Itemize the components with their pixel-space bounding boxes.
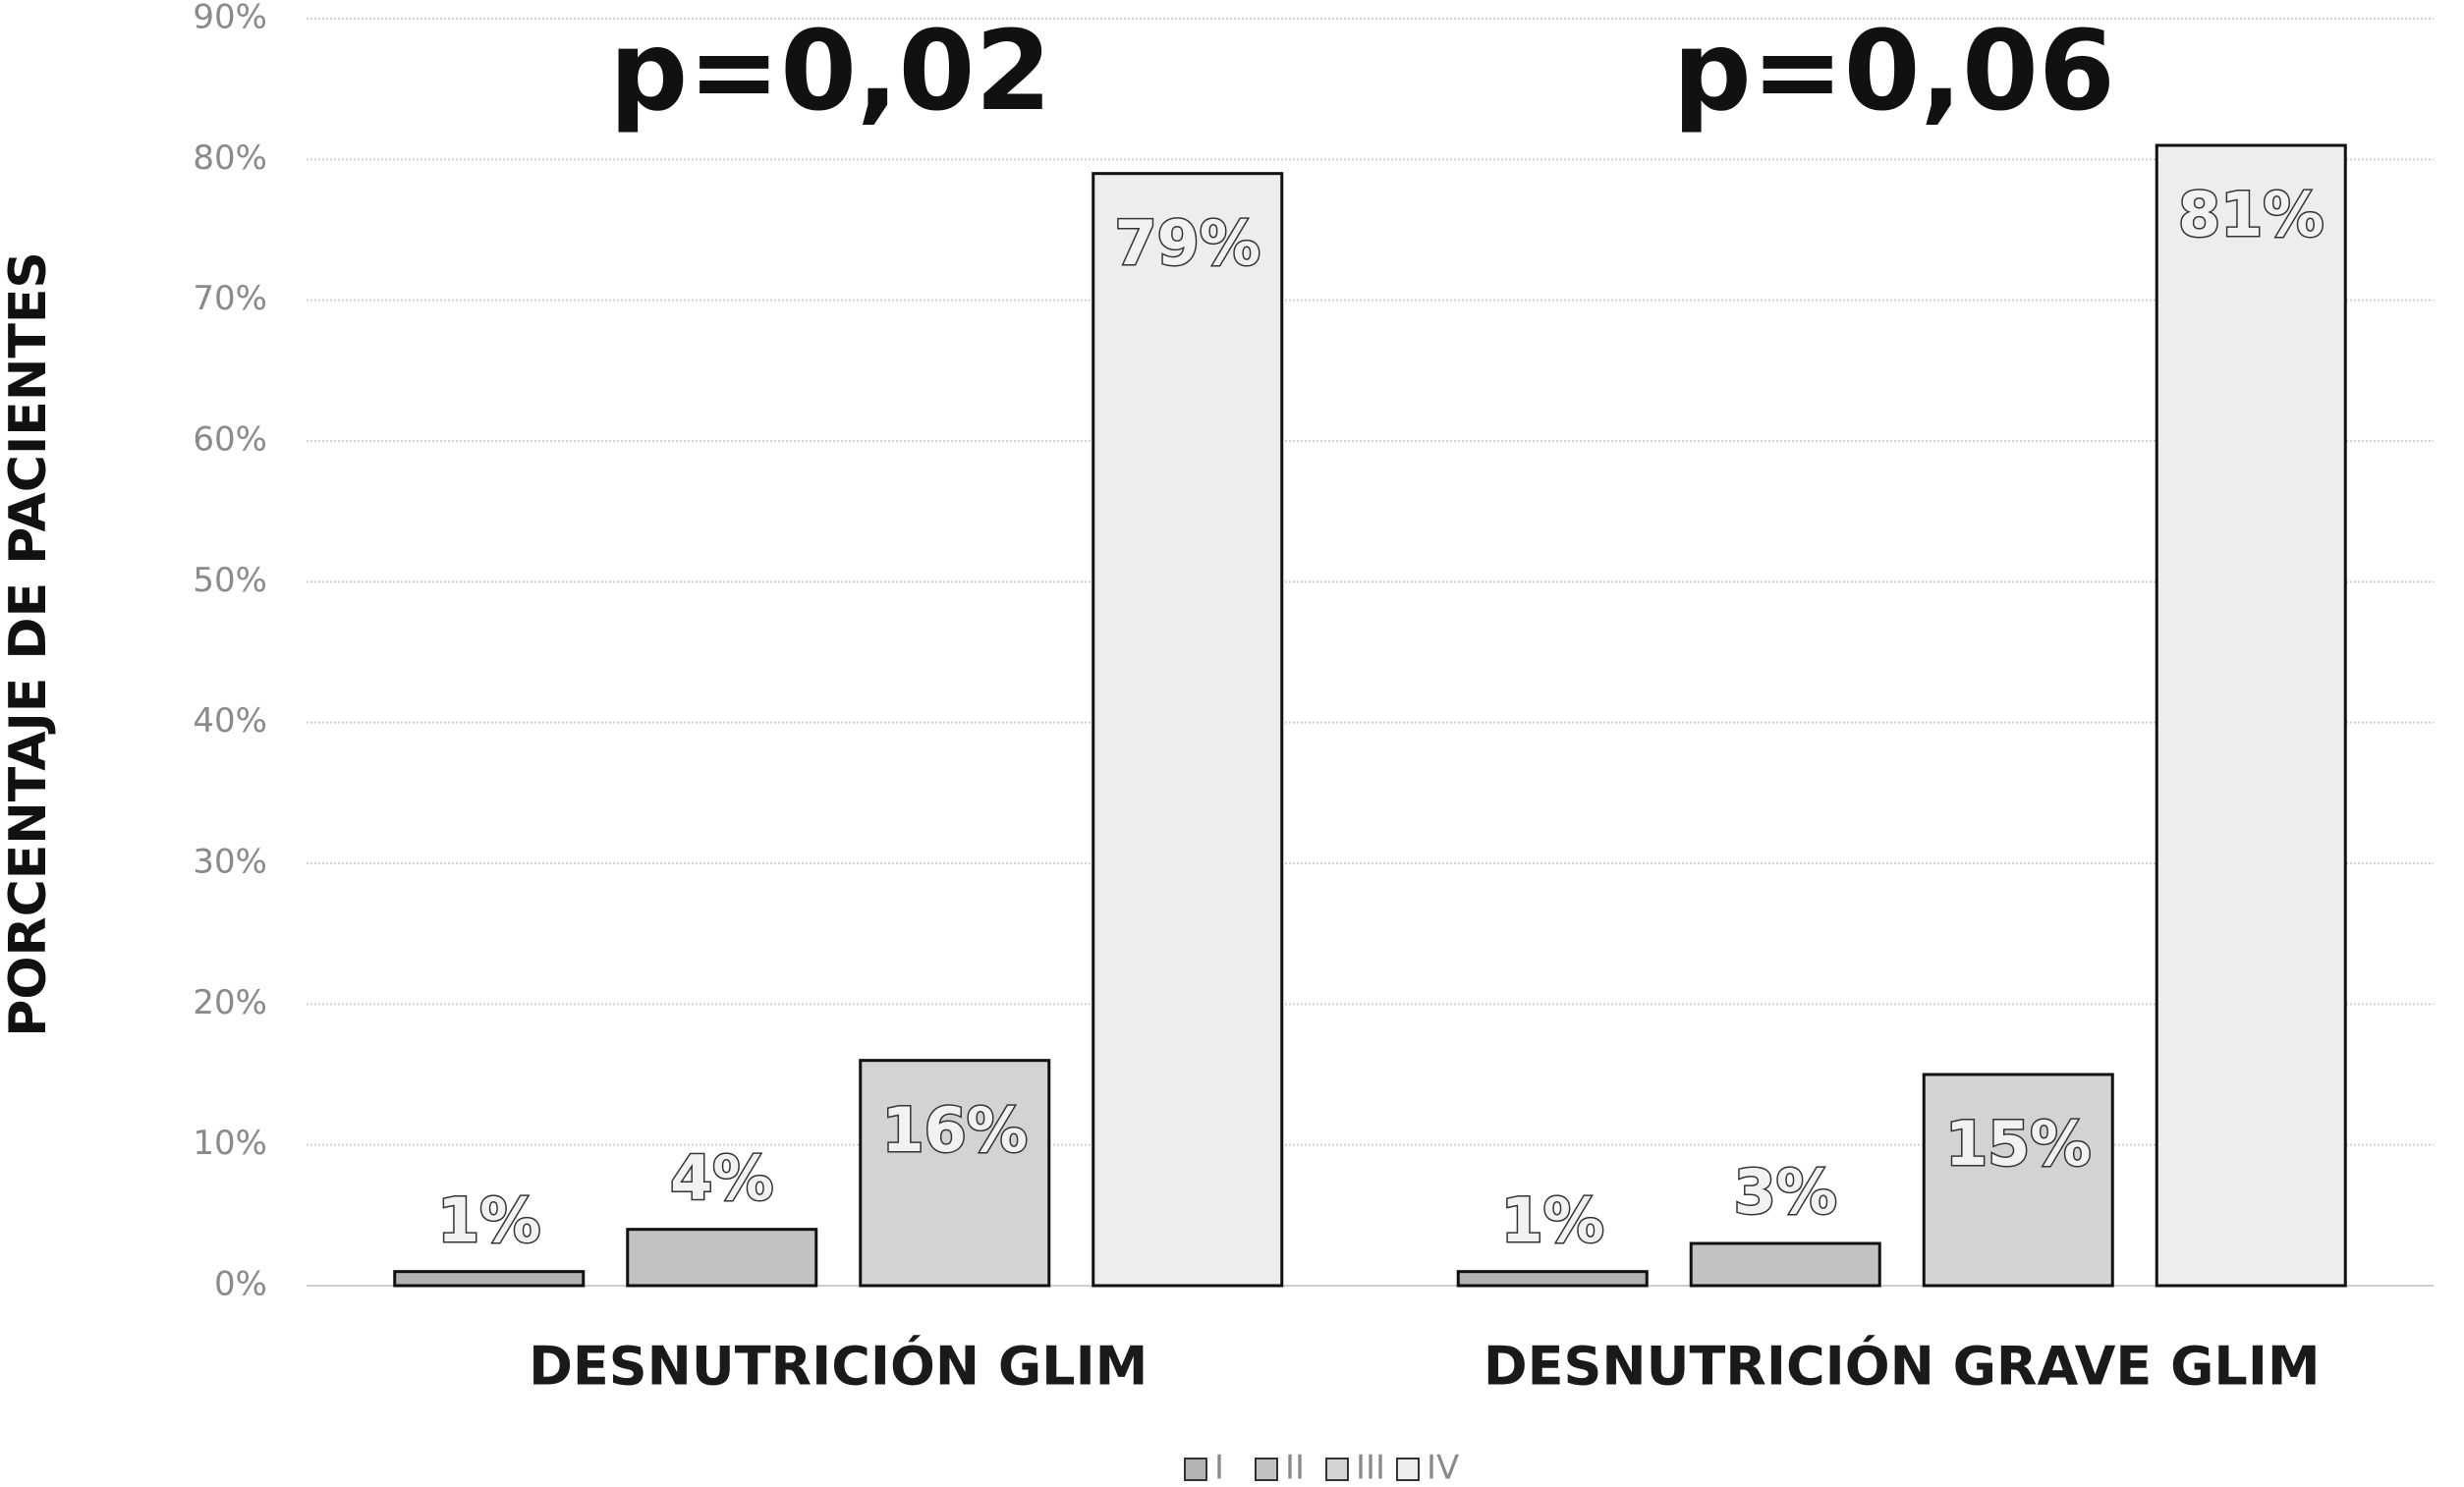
y-tick-label: 90% <box>193 0 267 37</box>
value-label: 15% <box>1945 1108 2091 1180</box>
y-tick-label: 40% <box>193 701 267 741</box>
y-tick-label: 10% <box>193 1124 267 1163</box>
bar <box>2155 143 2347 1288</box>
value-label: 3% <box>1734 1156 1837 1228</box>
value-label: 79% <box>1115 207 1260 279</box>
annotation: p=0,06 <box>1673 8 2115 136</box>
legend-label: III <box>1356 1449 1385 1487</box>
y-tick-label: 80% <box>193 138 267 178</box>
legend-label: I <box>1214 1449 1224 1487</box>
y-axis-title: PORCENTAJE DE PACIENTES <box>0 251 58 1037</box>
bar <box>1456 1270 1649 1288</box>
y-tick-label: 50% <box>193 561 267 600</box>
legend-swatch <box>1325 1458 1349 1481</box>
legend-swatch <box>1396 1458 1420 1481</box>
x-tick-label: DESNUTRICIÓN GLIM <box>529 1336 1148 1398</box>
x-tick-label: DESNUTRICIÓN GRAVE GLIM <box>1484 1336 2321 1398</box>
y-tick-label: 30% <box>193 843 267 882</box>
value-label: 4% <box>670 1142 773 1214</box>
bar <box>1092 172 1284 1288</box>
bar <box>393 1270 586 1288</box>
bar <box>1689 1241 1881 1288</box>
value-label: 16% <box>882 1094 1028 1166</box>
value-label: 1% <box>437 1184 540 1256</box>
value-label: 1% <box>1501 1184 1604 1256</box>
bar <box>626 1228 818 1288</box>
y-tick-label: 70% <box>193 279 267 318</box>
value-label: 81% <box>2178 179 2324 250</box>
y-tick-label: 0% <box>214 1265 267 1304</box>
y-tick-label: 60% <box>193 420 267 460</box>
annotation: p=0,02 <box>609 8 1051 136</box>
legend-label: IV <box>1427 1449 1459 1487</box>
legend-label: II <box>1285 1449 1305 1487</box>
bar <box>859 1059 1051 1288</box>
y-tick-label: 20% <box>193 983 267 1022</box>
bar <box>1922 1073 2114 1288</box>
legend-swatch <box>1255 1458 1278 1481</box>
legend-swatch <box>1184 1458 1207 1481</box>
